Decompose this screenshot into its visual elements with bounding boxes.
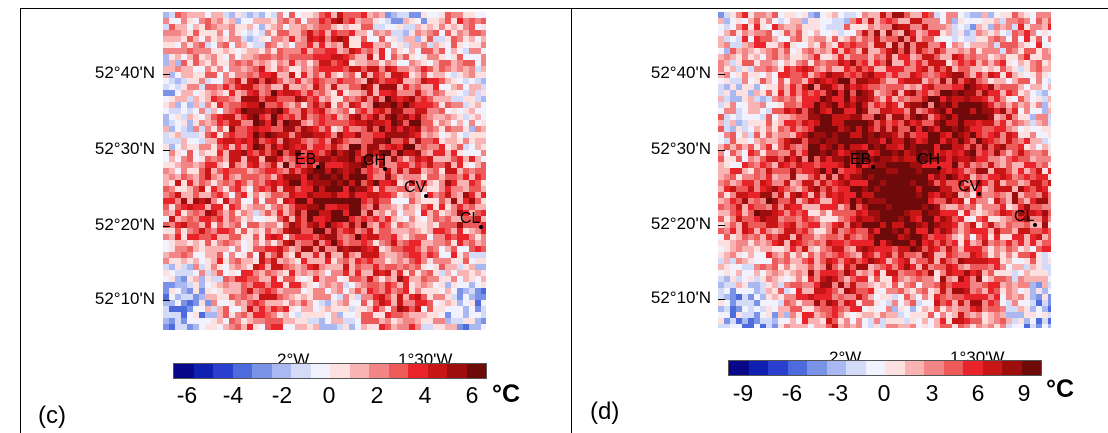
panel-label: (c) [38,402,66,429]
left-border [20,8,21,433]
colorbar-swatch [232,364,252,378]
site-marker [316,165,320,169]
colorbar-swatch [1002,361,1022,375]
colorbar-swatch [807,361,827,375]
colorbar-swatch [982,361,1002,375]
colorbar-tick: 9 [1017,380,1031,406]
colorbar-swatch [826,361,846,375]
colorbar-swatch [1021,361,1041,375]
lat-label: 52°20'N [650,214,711,233]
colorbar-d [728,360,1042,376]
lat-tick [163,300,170,301]
colorbar-tick: 2 [370,382,384,408]
panel-label: (d) [590,398,620,425]
colorbar-swatch [213,364,233,378]
colorbar-swatch [252,364,272,378]
site-label-ch: CH [363,152,387,169]
colorbar-swatch [330,364,350,378]
lat-label: 52°30'N [94,139,155,158]
colorbar-tick: -3 [827,380,849,406]
temperature-map-c [163,12,486,330]
site-marker [1033,223,1037,227]
colorbar-swatch [748,361,768,375]
lat-label: 52°10'N [650,288,711,307]
site-label-eb: EB [850,151,872,168]
colorbar-swatch [885,361,905,375]
lat-label: 52°10'N [94,289,155,308]
colorbar-tick: 0 [877,380,891,406]
colorbar-tick: 4 [418,382,432,408]
colorbar-tick: 6 [465,382,479,408]
colorbar-swatch [787,361,807,375]
colorbar-swatch [904,361,924,375]
lat-label: 52°20'N [94,215,155,234]
colorbar-swatch [447,364,467,378]
lat-tick [718,299,725,300]
site-label-eb: EB [295,151,317,168]
site-label-cv: CV [958,178,981,195]
colorbar-swatch [466,364,486,378]
colorbar-swatch [174,364,194,378]
unit-label: °C [492,380,521,408]
colorbar-swatch [388,364,408,378]
lat-tick [718,225,725,226]
colorbar-swatch [943,361,963,375]
site-marker [977,192,981,196]
colorbar-swatch [408,364,428,378]
colorbar-c [173,363,487,379]
colorbar-swatch [865,361,885,375]
colorbar-tick: 3 [925,380,939,406]
colorbar-swatch [271,364,291,378]
site-label-cl: CL [460,210,481,227]
lat-tick [718,150,725,151]
colorbar-tick: -6 [781,380,803,406]
lat-label: 52°40'N [94,63,155,82]
lat-tick [163,74,170,75]
site-label-ch: CH [917,151,941,168]
colorbar-swatch [924,361,944,375]
lat-tick [163,226,170,227]
site-marker [871,165,875,169]
colorbar-swatch [768,361,788,375]
colorbar-swatch [846,361,866,375]
colorbar-swatch [291,364,311,378]
colorbar-swatch [193,364,213,378]
colorbar-swatch [369,364,389,378]
colorbar-swatch [349,364,369,378]
colorbar-tick: -9 [732,380,754,406]
site-marker [937,166,941,170]
colorbar-tick: -4 [222,382,244,408]
colorbar-tick: -2 [271,382,293,408]
lat-label: 52°40'N [650,63,711,82]
lat-tick [718,74,725,75]
site-label-cl: CL [1014,208,1035,225]
site-marker [479,225,483,229]
temperature-map-d [718,12,1051,328]
lat-label: 52°30'N [650,139,711,158]
colorbar-swatch [963,361,983,375]
lat-tick [163,150,170,151]
panel-divider [571,8,572,433]
site-label-cv: CV [404,179,427,196]
colorbar-tick: -6 [176,382,198,408]
colorbar-swatch [729,361,749,375]
unit-label: °C [1046,375,1075,403]
colorbar-tick: 6 [971,380,985,406]
colorbar-swatch [427,364,447,378]
top-border [20,8,1108,9]
colorbar-swatch [310,364,330,378]
site-marker [383,167,387,171]
colorbar-tick: 0 [322,382,336,408]
site-marker [424,194,428,198]
